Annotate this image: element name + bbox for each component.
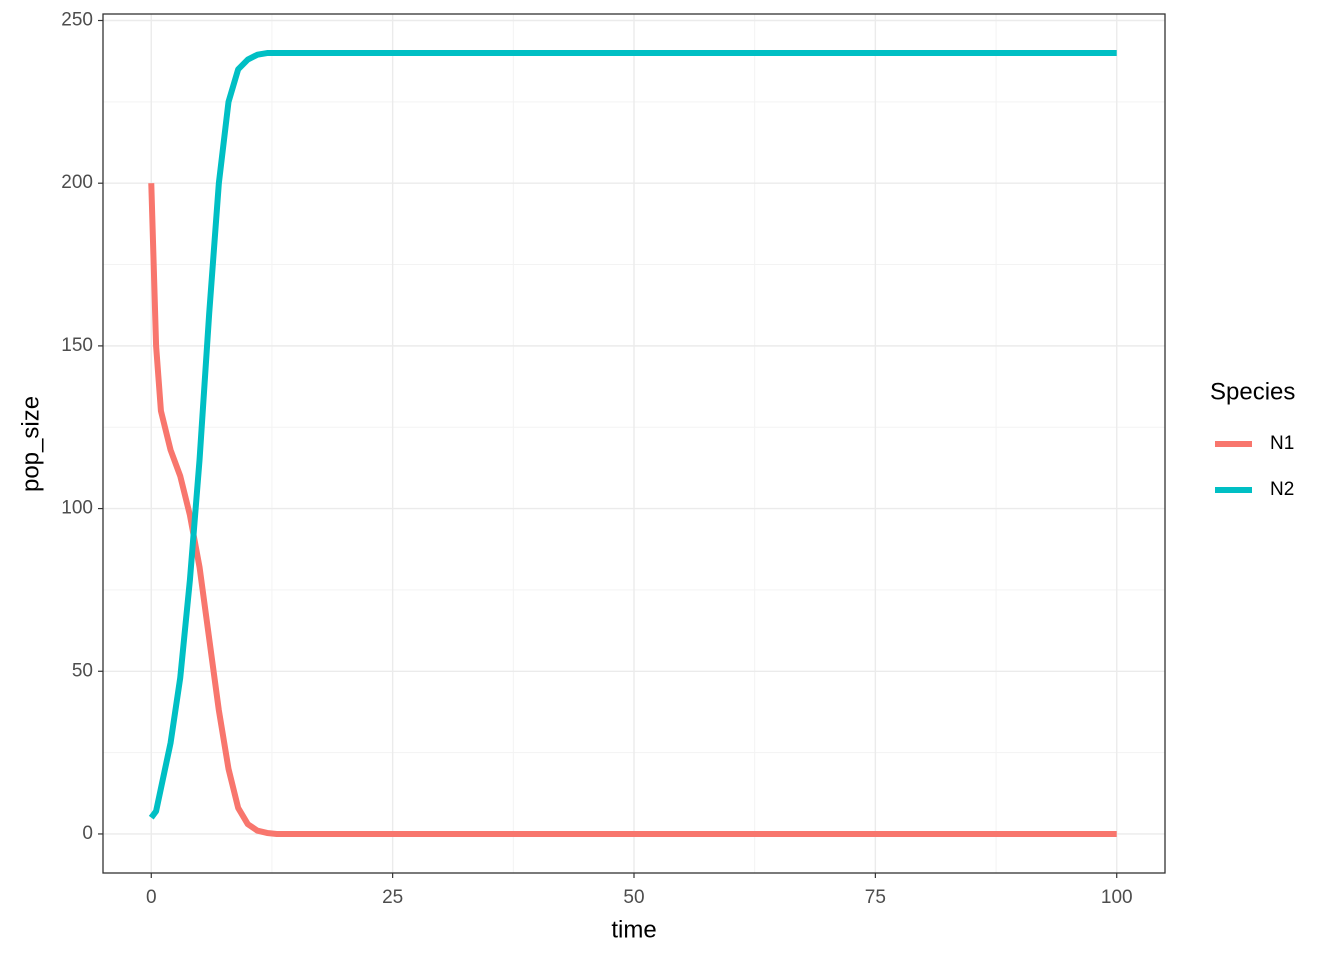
data-line bbox=[148, 183, 1117, 837]
legend-label: N1 bbox=[1270, 433, 1294, 454]
panel-border bbox=[102, 13, 1166, 874]
y-tick-label: 250 bbox=[61, 10, 93, 31]
y-tick-label: 100 bbox=[61, 498, 93, 519]
x-tick-label: 50 bbox=[623, 887, 644, 908]
y-tick-label: 50 bbox=[72, 660, 93, 681]
y-tick-label: 150 bbox=[61, 335, 93, 356]
x-tick-label: 75 bbox=[865, 887, 886, 908]
y-tick-label: 0 bbox=[82, 823, 93, 844]
y-axis-title: pop_size bbox=[17, 396, 44, 492]
x-tick-label: 25 bbox=[382, 887, 403, 908]
x-tick-label: 100 bbox=[1101, 887, 1133, 908]
data-line bbox=[148, 50, 1117, 820]
legend-label: N2 bbox=[1270, 479, 1294, 500]
legend-title: Species bbox=[1210, 378, 1295, 405]
x-tick-label: 0 bbox=[146, 887, 157, 908]
y-tick-label: 200 bbox=[61, 172, 93, 193]
x-axis-title: time bbox=[611, 916, 656, 943]
